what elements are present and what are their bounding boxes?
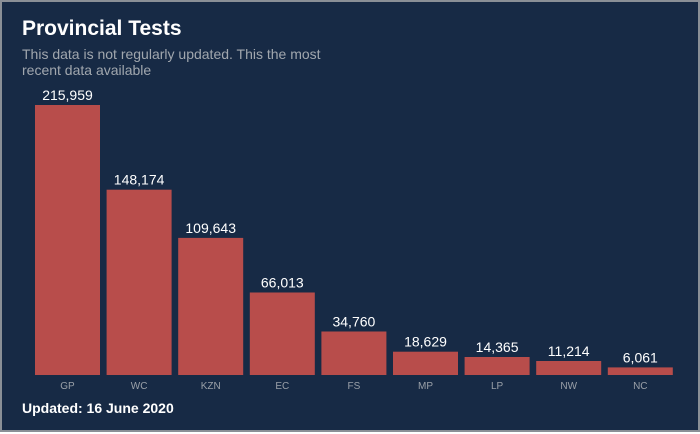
bar-fs — [321, 331, 387, 375]
data-label-lp: 14,365 — [476, 339, 519, 355]
tick-label-fs: FS — [348, 381, 361, 392]
bar-wc — [106, 189, 172, 375]
tick-label-ec: EC — [275, 381, 289, 392]
bar-kzn — [178, 237, 244, 375]
tick-label-wc: WC — [131, 381, 148, 392]
bar-gp — [35, 105, 100, 375]
data-label-kzn: 109,643 — [185, 220, 236, 236]
tick-label-nw: NW — [560, 381, 577, 392]
bar-mp — [393, 351, 458, 375]
data-label-fs: 34,760 — [332, 314, 375, 330]
tick-label-nc: NC — [633, 381, 647, 392]
data-label-mp: 18,629 — [404, 334, 447, 350]
bar-lp — [464, 357, 530, 375]
tick-label-gp: GP — [60, 381, 75, 392]
chart-title: Provincial Tests — [22, 17, 182, 40]
data-label-wc: 148,174 — [114, 172, 165, 188]
data-label-nw: 11,214 — [548, 343, 590, 359]
chart-subtitle: This data is not regularly updated. This… — [22, 46, 321, 78]
bar-nw — [536, 361, 602, 375]
bar-ec — [249, 292, 315, 375]
tick-label-lp: LP — [491, 381, 504, 392]
data-label-ec: 66,013 — [261, 275, 304, 291]
bar-nc — [607, 367, 673, 375]
data-label-nc: 6,061 — [623, 349, 658, 365]
tick-label-mp: MP — [418, 381, 433, 392]
data-label-gp: 215,959 — [42, 87, 93, 103]
tick-label-kzn: KZN — [201, 381, 221, 392]
updated-note: Updated: 16 June 2020 — [22, 400, 174, 416]
